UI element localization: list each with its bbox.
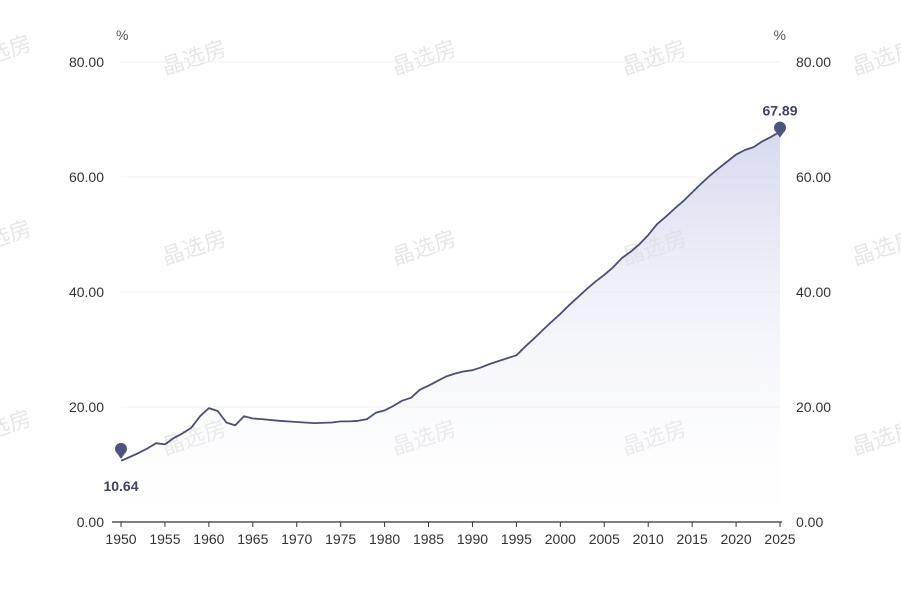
x-tick-label: 2025: [764, 531, 795, 547]
watermark-text: 晶选房: [619, 37, 690, 81]
watermark-text: 晶选房: [849, 227, 901, 271]
x-tick-label: 1970: [281, 531, 312, 547]
x-tick-label: 1950: [105, 531, 136, 547]
right-y-axis-ticks: 0.00 20.00 40.00 60.00 80.00: [796, 54, 831, 530]
right-y-tick-label: 80.00: [796, 54, 831, 70]
annotation-label: 67.89: [762, 103, 797, 119]
annotation-marker: 67.89: [762, 103, 798, 138]
annotation-label: 10.64: [103, 478, 138, 494]
watermark-text: 晶选房: [389, 227, 460, 271]
x-tick-label: 2015: [677, 531, 708, 547]
x-tick-label: 1965: [237, 531, 268, 547]
pin-icon: [774, 121, 786, 138]
right-axis-unit: %: [774, 27, 786, 43]
watermark-text: 晶选房: [0, 217, 35, 261]
right-y-tick-label: 0.00: [796, 514, 823, 530]
x-tick-label: 2010: [633, 531, 664, 547]
x-tick-label: 2000: [545, 531, 576, 547]
x-tick-label: 1995: [501, 531, 532, 547]
left-axis-unit: %: [116, 27, 128, 43]
left-y-tick-label: 60.00: [69, 169, 104, 185]
left-y-tick-label: 80.00: [69, 54, 104, 70]
x-tick-label: 1990: [457, 531, 488, 547]
x-tick-label: 2005: [589, 531, 620, 547]
left-y-tick-label: 0.00: [77, 514, 104, 530]
pin-icon: [115, 442, 127, 459]
right-y-tick-label: 20.00: [796, 399, 831, 415]
left-y-tick-label: 40.00: [69, 284, 104, 300]
right-y-tick-label: 40.00: [796, 284, 831, 300]
watermark-text: 晶选房: [0, 32, 35, 76]
watermark-text: 晶选房: [159, 37, 230, 81]
area-fill: [121, 131, 780, 522]
left-y-tick-label: 20.00: [69, 399, 104, 415]
left-y-axis-ticks: 0.00 20.00 40.00 60.00 80.00: [69, 54, 104, 530]
annotation-layer: 10.64 67.89: [103, 103, 797, 494]
watermark-text: 晶选房: [159, 227, 230, 271]
x-tick-label: 1985: [413, 531, 444, 547]
x-tick-label: 1975: [325, 531, 356, 547]
watermark-text: 晶选房: [0, 407, 35, 451]
watermark-text: 晶选房: [849, 37, 901, 81]
annotation-marker: 10.64: [103, 442, 139, 494]
x-tick-label: 1960: [193, 531, 224, 547]
series-line: [120, 130, 781, 462]
x-tick-label: 2020: [720, 531, 751, 547]
x-tick-label: 1980: [369, 531, 400, 547]
watermark-text: 晶选房: [389, 37, 460, 81]
watermark-text: 晶选房: [849, 417, 901, 461]
right-y-tick-label: 60.00: [796, 169, 831, 185]
x-axis-ticks: 1950 1955 1960 1965 1970 1975 1980 1985 1990 1995…: [105, 522, 796, 547]
x-tick-label: 1955: [149, 531, 180, 547]
